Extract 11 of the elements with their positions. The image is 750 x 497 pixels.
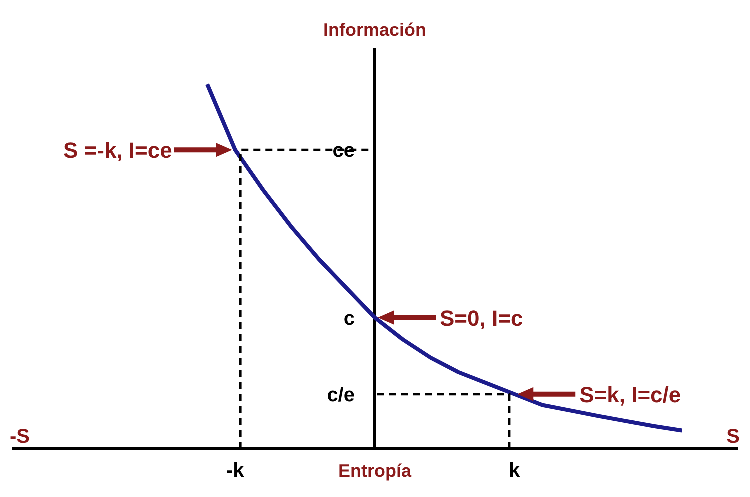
x-tick-label: k	[509, 460, 522, 482]
annotation: -S	[10, 426, 30, 448]
x-tick-label: -k	[226, 460, 246, 482]
x-tick-label: Entropía	[338, 461, 412, 481]
y-axis-title: Información	[323, 20, 427, 40]
annotation: S	[726, 426, 740, 448]
annotation: S=k, I=c/e	[580, 382, 682, 408]
annotation: c/e	[327, 384, 355, 406]
annotation: S =-k, I=ce	[64, 138, 172, 164]
annotation: c	[344, 308, 355, 330]
annotation: S=0, I=c	[440, 306, 524, 331]
